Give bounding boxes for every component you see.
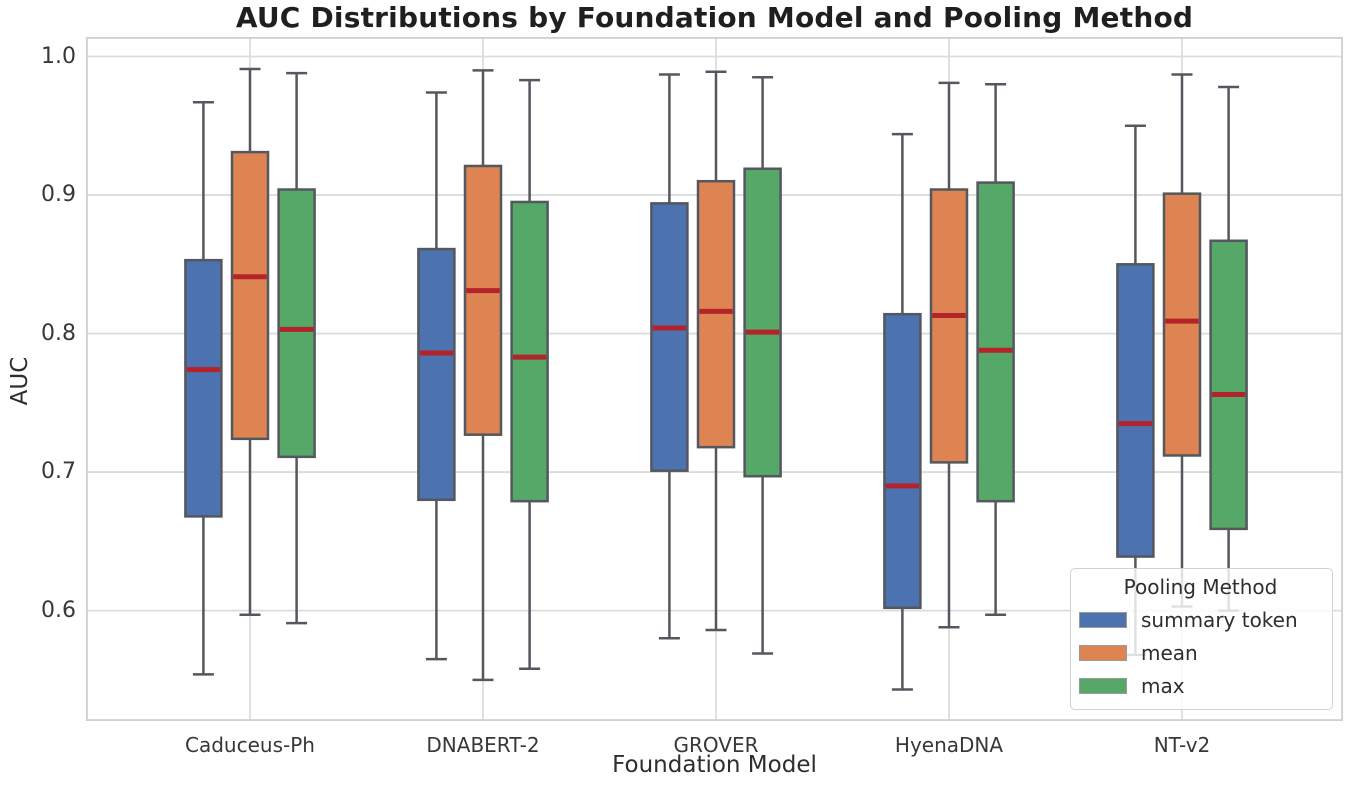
x-tick-label-nt-v2: NT-v2 bbox=[1153, 733, 1211, 757]
legend-item-label: summary token bbox=[1141, 607, 1298, 632]
y-tick-label-0.9: 0.9 bbox=[41, 182, 76, 208]
box-summary-token-hyenadna bbox=[883, 312, 922, 610]
plot-area bbox=[86, 37, 1343, 721]
x-tick-label-caduceus-ph: Caduceus-Ph bbox=[185, 733, 315, 757]
legend-item-label: max bbox=[1141, 673, 1185, 698]
y-axis-label: AUC bbox=[7, 356, 33, 406]
x-axis-label: Foundation Model bbox=[612, 752, 817, 778]
legend-item-label: mean bbox=[1141, 640, 1198, 665]
x-tick-label-hyenadna: HyenaDNA bbox=[894, 733, 1004, 757]
y-tick-label-0.6: 0.6 bbox=[41, 597, 76, 623]
y-tick-label-0.8: 0.8 bbox=[41, 320, 76, 346]
box-summary-token-grover bbox=[650, 202, 689, 472]
box-mean-caduceus-ph bbox=[230, 150, 270, 441]
legend-title: Pooling Method bbox=[1123, 575, 1278, 599]
box-summary-token-caduceus-ph bbox=[184, 258, 223, 518]
box-mean-nt-v2 bbox=[1162, 192, 1202, 457]
box-summary-token-nt-v2 bbox=[1116, 263, 1155, 558]
x-tick-label-grover: GROVER bbox=[673, 733, 759, 757]
box-mean-dnabert-2 bbox=[463, 164, 503, 436]
plot-border bbox=[86, 37, 1343, 721]
box-max-caduceus-ph bbox=[277, 188, 316, 459]
box-max-dnabert-2 bbox=[510, 200, 549, 503]
box-max-hyenadna bbox=[976, 181, 1015, 503]
y-tick-label-0.7: 0.7 bbox=[41, 459, 76, 485]
legend-swatch-mean-icon bbox=[1079, 644, 1127, 661]
x-tick-label-dnabert-2: DNABERT-2 bbox=[426, 733, 540, 757]
box-max-grover bbox=[743, 167, 782, 478]
legend-item-summary-token: summary token bbox=[1079, 603, 1322, 636]
legend-item-max: max bbox=[1079, 669, 1322, 702]
box-summary-token-dnabert-2 bbox=[417, 247, 456, 502]
legend-swatch-max-icon bbox=[1079, 677, 1127, 694]
legend-swatch-summary-token-icon bbox=[1079, 611, 1127, 628]
y-tick-label-1.0: 1.0 bbox=[41, 43, 76, 69]
legend: Pooling Method summary token mean max bbox=[1070, 568, 1333, 710]
chart-title: AUC Distributions by Foundation Model an… bbox=[235, 1, 1194, 34]
box-mean-grover bbox=[696, 179, 736, 449]
legend-item-mean: mean bbox=[1079, 636, 1322, 669]
box-max-nt-v2 bbox=[1209, 239, 1248, 531]
box-mean-hyenadna bbox=[929, 188, 969, 464]
